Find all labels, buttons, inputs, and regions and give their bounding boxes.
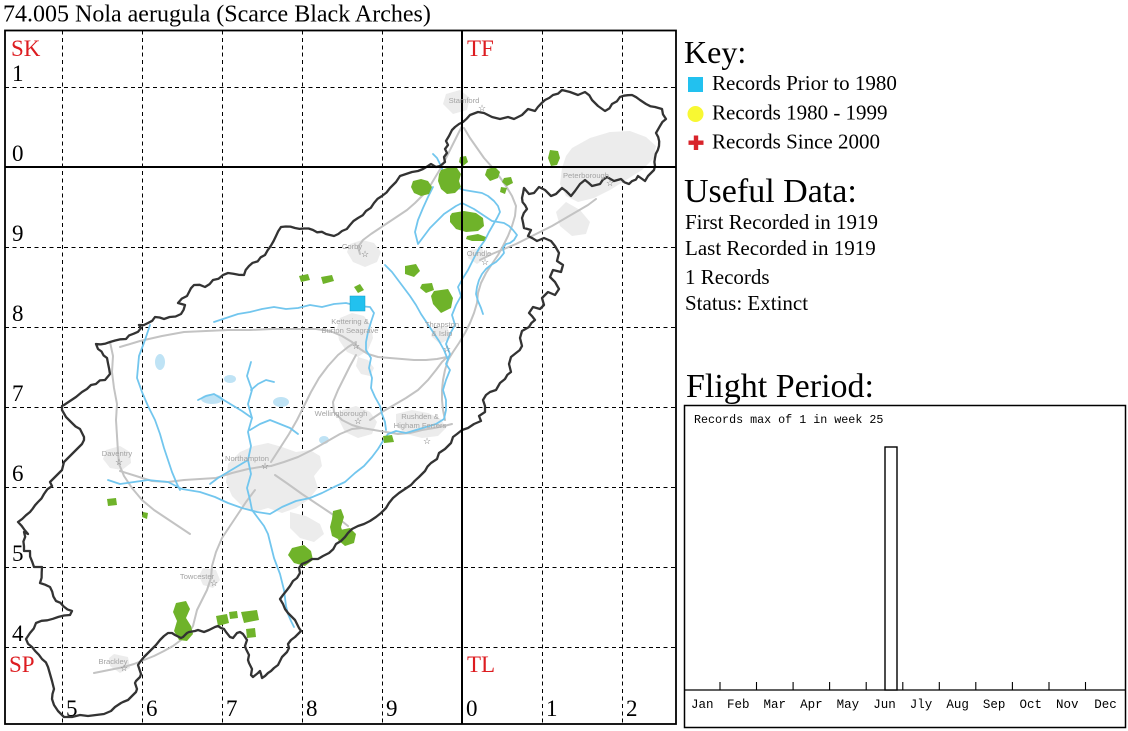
svg-text:Records max of 1 in week 25: Records max of 1 in week 25 <box>694 413 883 427</box>
svg-text:8: 8 <box>12 301 24 326</box>
svg-text:Higham Ferrers: Higham Ferrers <box>394 421 447 430</box>
svg-text:☆: ☆ <box>423 436 431 446</box>
svg-text:☆: ☆ <box>443 344 451 354</box>
svg-text:SP: SP <box>9 652 35 677</box>
svg-text:8: 8 <box>306 696 318 721</box>
svg-text:Records Since 2000: Records Since 2000 <box>712 130 880 154</box>
svg-text:Stamford: Stamford <box>449 96 480 105</box>
svg-text:0: 0 <box>12 141 24 166</box>
svg-text:Sep: Sep <box>983 698 1006 712</box>
svg-text:Useful Data:: Useful Data: <box>684 173 857 210</box>
svg-text:1: 1 <box>546 696 558 721</box>
svg-text:Apr: Apr <box>800 698 823 712</box>
svg-text:9: 9 <box>12 221 24 246</box>
svg-text:Peterborough: Peterborough <box>563 171 609 180</box>
svg-text:Rushden &: Rushden & <box>401 412 439 421</box>
svg-text:Daventry: Daventry <box>102 449 133 458</box>
svg-text:☆: ☆ <box>261 461 269 471</box>
svg-text:Flight Period:: Flight Period: <box>686 368 874 405</box>
svg-text:May: May <box>837 698 860 712</box>
svg-text:☆: ☆ <box>352 341 360 351</box>
svg-text:6: 6 <box>12 461 24 486</box>
svg-text:9: 9 <box>386 696 398 721</box>
svg-text:Last Recorded in 1919: Last Recorded in 1919 <box>685 236 876 260</box>
svg-text:☆: ☆ <box>210 578 218 588</box>
svg-text:Burton Seagrave: Burton Seagrave <box>322 326 379 335</box>
svg-text:Records 1980 - 1999: Records 1980 - 1999 <box>712 101 888 125</box>
svg-text:0: 0 <box>466 696 478 721</box>
svg-text:Status: Extinct: Status: Extinct <box>685 291 808 315</box>
svg-text:☆: ☆ <box>354 416 362 426</box>
svg-text:Brackley: Brackley <box>98 657 127 666</box>
svg-text:TL: TL <box>467 652 495 677</box>
svg-text:Oundle: Oundle <box>467 249 492 258</box>
svg-text:Mar: Mar <box>764 698 787 712</box>
svg-text:TF: TF <box>467 36 494 61</box>
svg-text:☆: ☆ <box>115 457 123 467</box>
svg-text:Thrapston: Thrapston <box>425 320 459 329</box>
svg-text:Kettering &: Kettering & <box>331 317 369 326</box>
svg-text:5: 5 <box>66 696 78 721</box>
svg-text:☆: ☆ <box>478 103 486 113</box>
svg-text:Oct: Oct <box>1019 698 1042 712</box>
svg-text:Corby: Corby <box>342 242 362 251</box>
svg-text:First Recorded in 1919: First Recorded in 1919 <box>685 210 878 234</box>
svg-text:Towcester: Towcester <box>180 572 215 581</box>
svg-text:☆: ☆ <box>606 178 614 188</box>
svg-text:Jly: Jly <box>910 698 933 712</box>
svg-text:Key:: Key: <box>684 34 746 70</box>
svg-text:SK: SK <box>11 36 41 61</box>
svg-text:Northampton: Northampton <box>225 454 269 463</box>
svg-text:74.005 Nola aerugula (Scarce B: 74.005 Nola aerugula (Scarce Black Arche… <box>3 2 431 28</box>
svg-text:7: 7 <box>12 381 24 406</box>
svg-text:5: 5 <box>12 541 24 566</box>
svg-text:☆: ☆ <box>481 257 489 267</box>
svg-text:2: 2 <box>626 696 638 721</box>
svg-text:1: 1 <box>12 61 24 86</box>
svg-text:Records Prior to 1980: Records Prior to 1980 <box>712 71 897 95</box>
svg-text:1 Records: 1 Records <box>685 265 770 289</box>
svg-text:Wellingborough: Wellingborough <box>315 409 368 418</box>
svg-text:Dec: Dec <box>1094 698 1117 712</box>
svg-text:& Islip: & Islip <box>432 329 453 338</box>
svg-text:Aug: Aug <box>946 698 969 712</box>
svg-text:☆: ☆ <box>120 663 128 673</box>
svg-text:7: 7 <box>226 696 238 721</box>
svg-text:Feb: Feb <box>727 698 750 712</box>
svg-text:Nov: Nov <box>1056 698 1079 712</box>
svg-text:Jun: Jun <box>873 698 896 712</box>
svg-text:6: 6 <box>146 696 158 721</box>
svg-text:☆: ☆ <box>361 249 369 259</box>
svg-text:Jan: Jan <box>691 698 714 712</box>
svg-text:4: 4 <box>12 621 24 646</box>
